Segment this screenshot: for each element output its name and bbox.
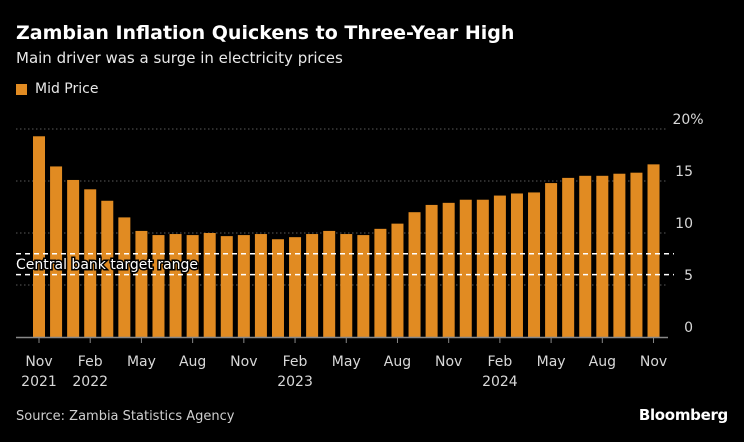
x-tick-label: Aug	[179, 354, 206, 370]
x-tick-label: Nov	[25, 354, 52, 370]
x-tick-label: May	[332, 354, 361, 370]
chart-subtitle: Main driver was a surge in electricity p…	[16, 49, 343, 67]
source-note: Source: Zambia Statistics Agency	[16, 409, 235, 424]
bar-jul-2023	[374, 228, 387, 337]
bar-oct-2024	[630, 172, 643, 337]
bar-apr-2023	[323, 230, 336, 337]
bar-may-2023	[340, 234, 353, 337]
x-tick-label: Nov	[640, 354, 667, 370]
bar-dec-2022	[254, 234, 267, 337]
bar-aug-2023	[391, 223, 404, 337]
x-tick-label: May	[537, 354, 566, 370]
x-tick-year: 2021	[21, 374, 57, 390]
bar-aug-2022	[186, 235, 199, 337]
bar-mar-2024	[510, 193, 523, 337]
bar-dec-2021	[50, 166, 63, 337]
bar-oct-2022	[220, 236, 233, 337]
bar-mar-2022	[101, 200, 114, 337]
bar-jan-2023	[271, 239, 284, 337]
bar-jun-2023	[357, 235, 370, 337]
x-tick-label: Nov	[230, 354, 257, 370]
bar-jun-2022	[152, 235, 165, 337]
target-range-label: Central bank target range	[16, 257, 198, 273]
y-tick-label: 10	[675, 216, 693, 232]
legend-swatch	[16, 83, 27, 95]
x-tick-label: Feb	[487, 354, 512, 370]
x-tick-label: May	[127, 354, 156, 370]
bloomberg-logo: Bloomberg	[638, 406, 728, 424]
bar-dec-2023	[459, 199, 472, 337]
y-tick-label: 15	[675, 164, 693, 180]
bar-mar-2023	[306, 234, 319, 337]
bar-aug-2024	[596, 175, 609, 337]
x-tick-year: 2024	[482, 374, 518, 390]
y-tick-label: 5	[684, 268, 693, 284]
x-tick-label: Aug	[384, 354, 411, 370]
bar-apr-2024	[528, 192, 541, 337]
bar-jul-2022	[169, 234, 182, 337]
bar-feb-2024	[493, 195, 506, 337]
bar-may-2022	[135, 230, 148, 337]
bar-oct-2023	[425, 204, 438, 337]
bar-sep-2022	[203, 233, 216, 337]
bar-nov-2024	[647, 164, 660, 337]
bar-sep-2024	[613, 173, 626, 337]
x-tick-year: 2023	[277, 374, 313, 390]
bar-nov-2021	[33, 136, 45, 337]
bar-may-2024	[545, 183, 558, 337]
chart-title: Zambian Inflation Quickens to Three-Year…	[16, 22, 515, 44]
y-tick-label: 20%	[672, 112, 703, 128]
bar-jan-2022	[67, 179, 80, 337]
legend-label: Mid Price	[35, 81, 99, 97]
bar-jul-2024	[579, 175, 592, 337]
bar-feb-2022	[84, 189, 97, 337]
bar-feb-2023	[289, 237, 302, 337]
x-tick-year: 2022	[72, 374, 108, 390]
bar-jan-2024	[476, 199, 489, 337]
x-tick-label: Nov	[435, 354, 462, 370]
y-tick-label: 0	[684, 320, 693, 336]
x-tick-label: Feb	[283, 354, 308, 370]
bar-apr-2022	[118, 217, 131, 337]
bar-jun-2024	[562, 177, 575, 337]
x-tick-label: Aug	[589, 354, 616, 370]
bar-nov-2023	[442, 202, 455, 337]
x-tick-label: Feb	[78, 354, 103, 370]
legend: Mid Price	[16, 81, 98, 97]
bar-nov-2022	[237, 235, 250, 337]
